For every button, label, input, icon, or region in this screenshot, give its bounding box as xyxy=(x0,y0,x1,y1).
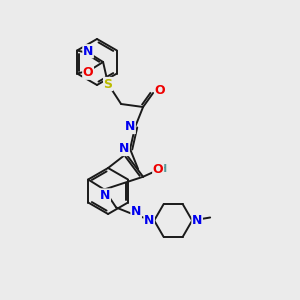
Text: H: H xyxy=(158,164,168,174)
Text: N: N xyxy=(100,189,110,202)
Text: S: S xyxy=(103,77,112,91)
Text: O: O xyxy=(155,85,165,98)
Text: N: N xyxy=(131,205,141,218)
Text: N: N xyxy=(192,214,202,227)
Text: O: O xyxy=(83,66,93,79)
Text: O: O xyxy=(153,163,164,176)
Text: N: N xyxy=(144,214,154,227)
Text: N: N xyxy=(83,45,93,58)
Text: N: N xyxy=(125,121,135,134)
Text: N: N xyxy=(119,142,129,155)
